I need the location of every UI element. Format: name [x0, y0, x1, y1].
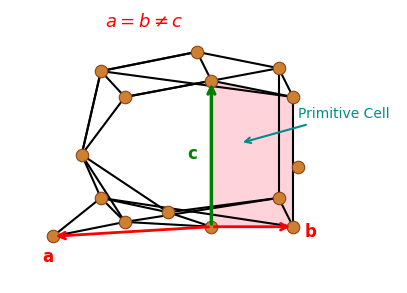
Text: b: b: [304, 223, 317, 241]
Polygon shape: [211, 81, 293, 227]
Text: Primitive Cell: Primitive Cell: [245, 107, 389, 143]
Text: a: a: [42, 248, 54, 266]
Text: $a = b \neq c$: $a = b \neq c$: [105, 13, 183, 31]
Text: c: c: [187, 145, 197, 163]
